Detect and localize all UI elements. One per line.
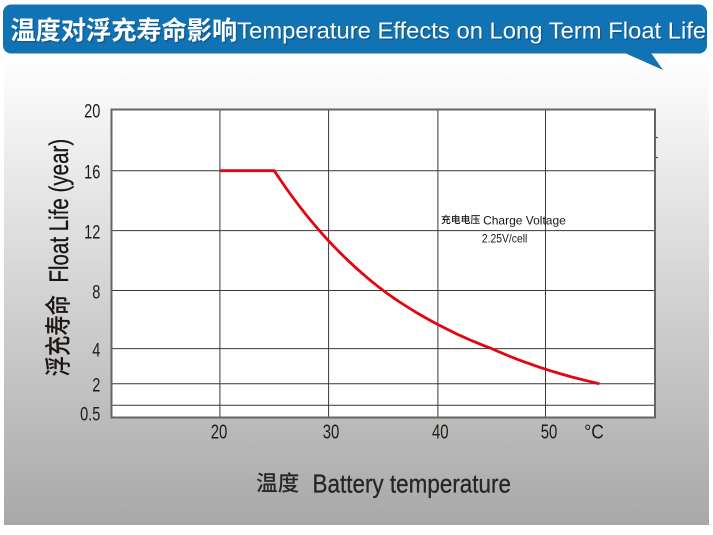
svg-text:°C: °C (584, 420, 603, 443)
svg-text:0.5: 0.5 (80, 403, 100, 426)
svg-text:2.25V/cell: 2.25V/cell (482, 231, 527, 245)
svg-text:Battery temperature: Battery temperature (313, 468, 512, 498)
svg-text:8: 8 (92, 280, 100, 303)
svg-text:16: 16 (84, 160, 100, 183)
svg-text:4: 4 (92, 338, 100, 361)
svg-text:2: 2 (92, 373, 100, 396)
svg-text:Temperature Effects on Long Te: Temperature Effects on Long Term Float L… (239, 19, 708, 45)
svg-text:40: 40 (432, 420, 449, 443)
svg-text:Charge Voltage: Charge Voltage (483, 213, 566, 227)
svg-text:Float Life (year): Float Life (year) (44, 139, 74, 283)
svg-text:Temperature Effects on Long Te: Temperature Effects on Long Term Float L… (237, 18, 706, 44)
svg-text:12: 12 (84, 220, 100, 243)
svg-text:20: 20 (84, 99, 100, 122)
svg-text:20: 20 (211, 420, 228, 443)
svg-text:50: 50 (541, 420, 558, 443)
svg-text:30: 30 (323, 420, 340, 443)
